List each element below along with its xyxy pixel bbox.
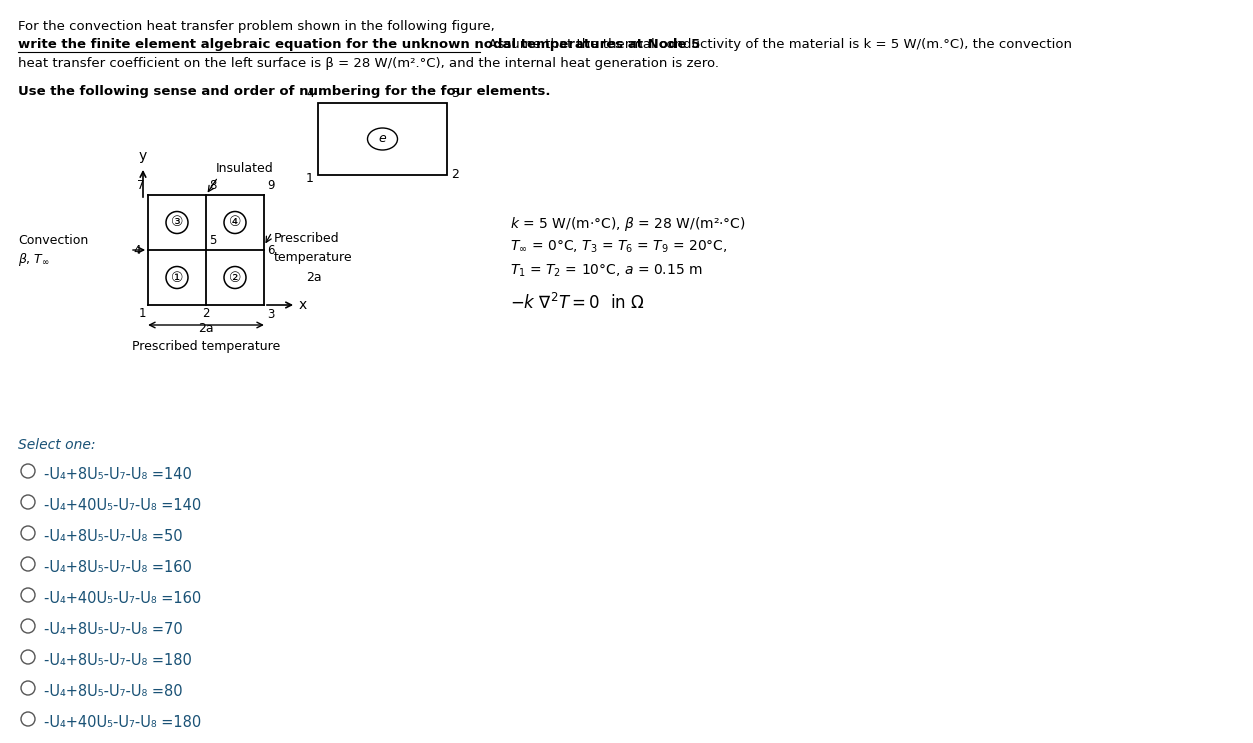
Text: 8: 8 [209, 179, 217, 192]
Text: y: y [139, 149, 147, 163]
Text: -U₄+8U₅-U₇-U₈ =160: -U₄+8U₅-U₇-U₈ =160 [44, 560, 192, 575]
Text: ②: ② [229, 270, 242, 285]
Text: Prescribed: Prescribed [274, 232, 340, 244]
Text: temperature: temperature [274, 251, 352, 265]
Text: 3: 3 [451, 87, 459, 100]
Text: For the convection heat transfer problem shown in the following figure,: For the convection heat transfer problem… [18, 20, 495, 33]
Text: Select one:: Select one: [18, 438, 95, 452]
Bar [318, 103, 447, 175]
Text: 6: 6 [267, 244, 274, 256]
Text: . Assume that the thermal conductivity of the material is k = 5 W/(m.°C), the co: . Assume that the thermal conductivity o… [480, 38, 1073, 51]
Text: $T_\infty$ = 0°C, $T_3$ = $T_6$ = $T_9$ = 20°C,: $T_\infty$ = 0°C, $T_3$ = $T_6$ = $T_9$ … [510, 239, 728, 256]
Text: heat transfer coefficient on the left surface is β = 28 W/(m².°C), and the inter: heat transfer coefficient on the left su… [18, 57, 719, 70]
Text: 4: 4 [134, 244, 142, 256]
Text: $T_1$ = $T_2$ = 10°C, $a$ = 0.15 m: $T_1$ = $T_2$ = 10°C, $a$ = 0.15 m [510, 263, 703, 279]
Text: 2a: 2a [306, 271, 322, 284]
Text: ④: ④ [229, 215, 242, 230]
Text: -U₄+40U₅-U₇-U₈ =160: -U₄+40U₅-U₇-U₈ =160 [44, 591, 202, 606]
Text: 1: 1 [139, 307, 147, 320]
Text: 1: 1 [306, 172, 315, 185]
Text: Convection: Convection [18, 233, 88, 247]
Text: Prescribed temperature: Prescribed temperature [132, 340, 281, 353]
Text: 5: 5 [209, 234, 217, 247]
Text: 2: 2 [451, 169, 459, 181]
Text: $k$ = 5 W/(m·°C), $\beta$ = 28 W/(m²·°C): $k$ = 5 W/(m·°C), $\beta$ = 28 W/(m²·°C) [510, 215, 746, 233]
Text: 2a: 2a [198, 322, 214, 335]
Text: Insulated: Insulated [216, 162, 273, 175]
Text: 3: 3 [267, 308, 274, 321]
Text: -U₄+40U₅-U₇-U₈ =140: -U₄+40U₅-U₇-U₈ =140 [44, 498, 202, 513]
Text: -U₄+8U₅-U₇-U₈ =70: -U₄+8U₅-U₇-U₈ =70 [44, 622, 183, 637]
Text: -U₄+8U₅-U₇-U₈ =50: -U₄+8U₅-U₇-U₈ =50 [44, 529, 183, 544]
Text: 7: 7 [138, 179, 145, 192]
Text: 2: 2 [202, 307, 209, 320]
Text: $-k\ \nabla^2 T = 0\ \ \mathrm{in}\ \Omega$: $-k\ \nabla^2 T = 0\ \ \mathrm{in}\ \Ome… [510, 293, 645, 313]
Text: 4: 4 [306, 87, 315, 100]
Text: write the finite element algebraic equation for the unknown nodal temperatures a: write the finite element algebraic equat… [18, 38, 700, 51]
Text: $\beta$, $T_\infty$: $\beta$, $T_\infty$ [18, 251, 50, 268]
Text: x: x [299, 298, 307, 312]
Text: Use the following sense and order of numbering for the four elements.: Use the following sense and order of num… [18, 85, 550, 98]
Text: -U₄+8U₅-U₇-U₈ =140: -U₄+8U₅-U₇-U₈ =140 [44, 467, 192, 482]
Text: -U₄+8U₅-U₇-U₈ =180: -U₄+8U₅-U₇-U₈ =180 [44, 653, 192, 668]
Text: e: e [378, 132, 386, 146]
Text: -U₄+8U₅-U₇-U₈ =80: -U₄+8U₅-U₇-U₈ =80 [44, 684, 183, 699]
Text: 9: 9 [267, 179, 274, 192]
Text: ①: ① [170, 270, 183, 285]
Text: ③: ③ [170, 215, 183, 230]
Text: -U₄+40U₅-U₇-U₈ =180: -U₄+40U₅-U₇-U₈ =180 [44, 715, 202, 730]
